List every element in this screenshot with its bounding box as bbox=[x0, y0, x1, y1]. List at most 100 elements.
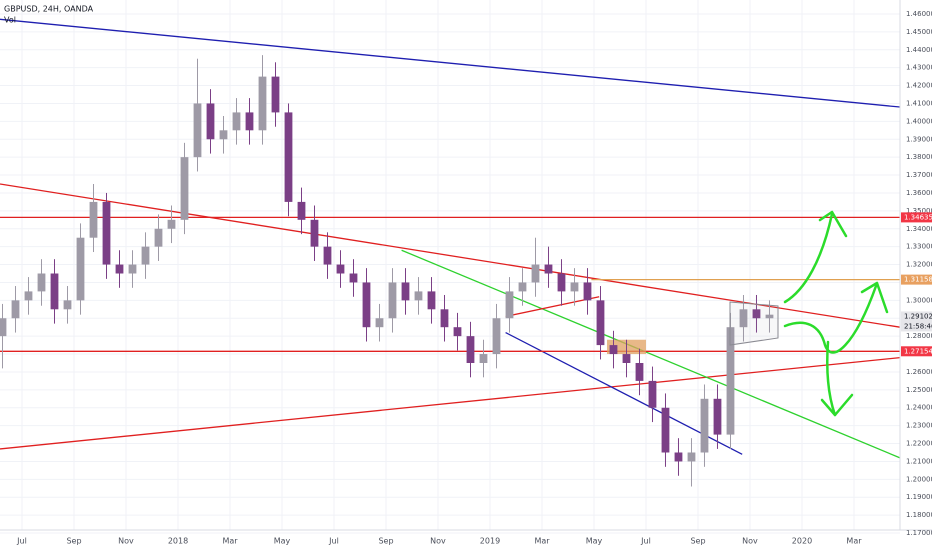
y-tick-label: 1.40000 bbox=[906, 117, 932, 125]
x-tick-label: Jul bbox=[16, 537, 27, 546]
price-tags: 1.34635 1.31158 1.29102 21:58:46 1.27154 bbox=[901, 212, 932, 357]
arrow bbox=[826, 340, 837, 417]
candle-body bbox=[154, 228, 163, 247]
y-tick-label: 1.28000 bbox=[906, 332, 932, 340]
candle-body bbox=[609, 345, 618, 355]
candles bbox=[0, 55, 774, 487]
candle-body bbox=[258, 76, 267, 131]
y-tick-label: 1.26000 bbox=[906, 368, 932, 376]
candle-body bbox=[0, 318, 7, 337]
candle-body bbox=[89, 201, 98, 238]
x-tick-label: 2018 bbox=[168, 537, 188, 546]
y-tick-label: 1.17000 bbox=[906, 529, 932, 537]
candle-body bbox=[232, 112, 241, 131]
candle-body bbox=[635, 362, 644, 381]
candle-body bbox=[375, 318, 384, 328]
price-tag bbox=[901, 274, 932, 285]
y-tick-label: 1.24000 bbox=[906, 404, 932, 412]
candle-body bbox=[479, 354, 488, 363]
candle-body bbox=[349, 273, 358, 283]
candle-body bbox=[596, 300, 605, 346]
candle-body bbox=[505, 291, 514, 319]
y-tick-label: 1.43000 bbox=[906, 64, 932, 72]
x-tick-label: Mar bbox=[534, 537, 550, 546]
y-tick-label: 1.20000 bbox=[906, 475, 932, 483]
y-tick-label: 1.19000 bbox=[906, 493, 932, 501]
volume-label: Vol bbox=[4, 16, 16, 25]
y-tick-label: 1.35000 bbox=[906, 207, 932, 215]
y-tick-label: 1.45000 bbox=[906, 28, 932, 36]
x-tick-label: Jul bbox=[640, 537, 651, 546]
candle-body bbox=[37, 273, 46, 292]
candle-body bbox=[63, 300, 72, 310]
price-tag bbox=[901, 346, 932, 357]
candle-body bbox=[583, 282, 592, 301]
y-tick-label: 1.18000 bbox=[906, 511, 932, 519]
x-tick-label: 2019 bbox=[480, 537, 500, 546]
candle-body bbox=[700, 398, 709, 453]
price-tag-label: 1.29102 bbox=[904, 312, 932, 320]
candle-body bbox=[206, 103, 215, 140]
x-tick-label: May bbox=[274, 537, 291, 546]
candle-body bbox=[401, 282, 410, 301]
candle-body bbox=[453, 327, 462, 337]
candle-body bbox=[531, 264, 540, 283]
candle-body bbox=[323, 246, 332, 265]
candle-body bbox=[752, 309, 761, 319]
y-tick-label: 1.44000 bbox=[906, 46, 932, 54]
candle-body bbox=[388, 282, 397, 319]
candle-body bbox=[726, 327, 735, 435]
candle-body bbox=[24, 291, 33, 301]
x-tick-label: May bbox=[586, 537, 603, 546]
x-tick-label: Sep bbox=[378, 537, 393, 546]
y-tick-label: 1.30000 bbox=[906, 296, 932, 304]
candle-body bbox=[687, 452, 696, 462]
x-tick-label: Mar bbox=[846, 537, 862, 546]
candle-body bbox=[544, 264, 553, 274]
candle-body bbox=[219, 130, 228, 140]
y-tick-label: 1.32000 bbox=[906, 261, 932, 269]
y-tick-label: 1.25000 bbox=[906, 386, 932, 394]
candle-body bbox=[50, 273, 59, 310]
annotation-arrows bbox=[783, 210, 889, 417]
triangle bbox=[729, 301, 779, 346]
y-tick-label: 1.34000 bbox=[906, 225, 932, 233]
x-tick-label: Sep bbox=[66, 537, 81, 546]
y-tick-label: 1.42000 bbox=[906, 82, 932, 90]
candle-body bbox=[739, 309, 748, 328]
arrow bbox=[783, 284, 878, 354]
grid bbox=[0, 0, 900, 534]
y-tick-label: 1.39000 bbox=[906, 135, 932, 143]
x-tick-label: Mar bbox=[222, 537, 238, 546]
candle-body bbox=[674, 452, 683, 462]
x-tick-label: 2020 bbox=[792, 537, 812, 546]
candle-body bbox=[167, 219, 176, 229]
y-tick-label: 1.38000 bbox=[906, 153, 932, 161]
trend-line bbox=[401, 249, 901, 459]
candle-body bbox=[284, 112, 293, 202]
candle-body bbox=[115, 264, 124, 274]
candle-body bbox=[765, 314, 774, 319]
trend-line bbox=[0, 356, 901, 450]
candle-body bbox=[180, 157, 189, 220]
candle-body bbox=[414, 291, 423, 301]
x-tick-label: Sep bbox=[690, 537, 705, 546]
candle-body bbox=[310, 219, 319, 247]
y-tick-label: 1.33000 bbox=[906, 243, 932, 251]
candle-body bbox=[336, 264, 345, 274]
price-tag-label: 1.34635 bbox=[904, 213, 932, 221]
candle-body bbox=[466, 336, 475, 363]
x-tick-label: Nov bbox=[430, 537, 446, 546]
trend-line bbox=[0, 18, 901, 108]
candle-body bbox=[193, 103, 202, 158]
candle-body bbox=[271, 76, 280, 113]
y-tick-label: 1.23000 bbox=[906, 422, 932, 430]
candle-body bbox=[297, 201, 306, 220]
candle-body bbox=[76, 237, 85, 301]
y-tick-label: 1.41000 bbox=[906, 99, 932, 107]
y-tick-label: 1.36000 bbox=[906, 189, 932, 197]
candle-body bbox=[518, 282, 527, 292]
candle-body bbox=[557, 273, 566, 292]
